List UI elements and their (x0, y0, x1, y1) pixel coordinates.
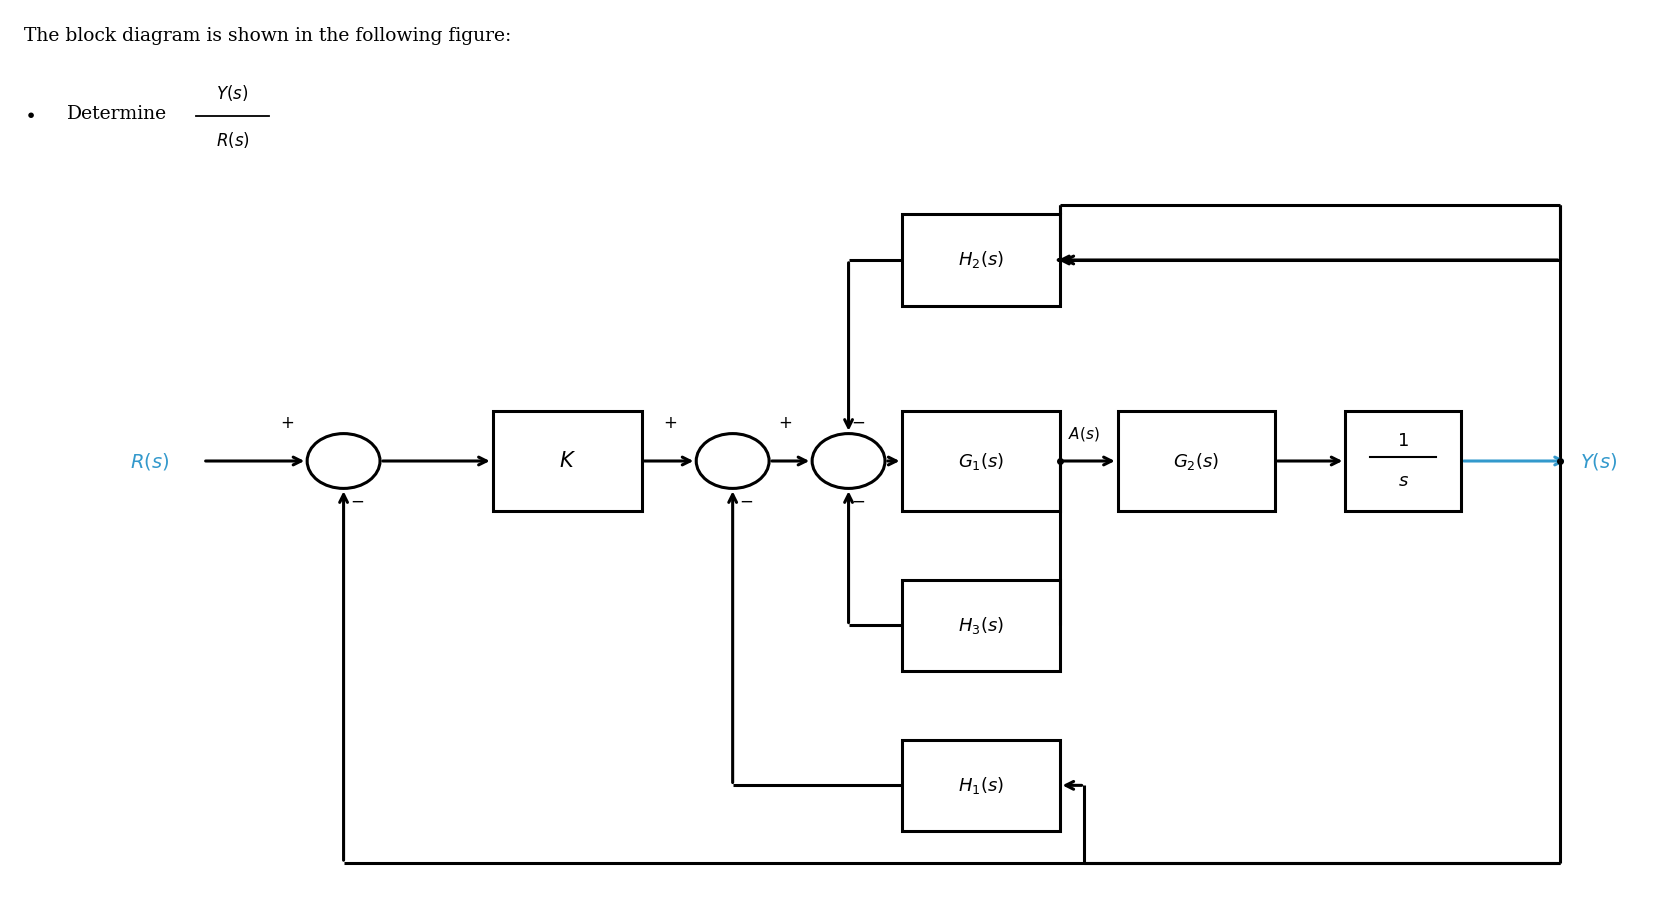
Bar (902, 410, 1060, 512)
Text: −: − (852, 493, 865, 511)
Text: 1: 1 (1398, 431, 1409, 450)
Text: $\bullet$: $\bullet$ (23, 104, 35, 124)
Text: $R(s)$: $R(s)$ (216, 130, 250, 150)
Text: $R(s)$: $R(s)$ (130, 451, 170, 471)
Text: $H_1(s)$: $H_1(s)$ (958, 774, 1003, 796)
Bar (493, 410, 642, 512)
Text: −: − (852, 414, 865, 431)
Text: +: + (779, 414, 792, 431)
Bar (1118, 410, 1275, 512)
Text: The block diagram is shown in the following figure:: The block diagram is shown in the follow… (23, 27, 511, 45)
Text: −: − (739, 493, 752, 511)
Bar (1345, 410, 1461, 512)
Text: +: + (662, 414, 677, 431)
Text: $G_1(s)$: $G_1(s)$ (958, 451, 1003, 471)
Text: $A(s)$: $A(s)$ (1068, 425, 1100, 443)
Text: $Y(s)$: $Y(s)$ (1581, 451, 1617, 471)
Bar (902, 580, 1060, 671)
Text: Determine: Determine (67, 105, 166, 123)
Text: $Y(s)$: $Y(s)$ (216, 83, 250, 103)
Text: −: − (349, 493, 364, 511)
Text: $H_3(s)$: $H_3(s)$ (958, 615, 1003, 636)
Text: +: + (280, 414, 295, 431)
Text: $s$: $s$ (1398, 472, 1409, 491)
Text: $K$: $K$ (559, 451, 576, 471)
Text: $G_2(s)$: $G_2(s)$ (1173, 451, 1220, 471)
Text: $H_2(s)$: $H_2(s)$ (958, 250, 1003, 270)
Bar (902, 739, 1060, 831)
Bar (902, 214, 1060, 306)
